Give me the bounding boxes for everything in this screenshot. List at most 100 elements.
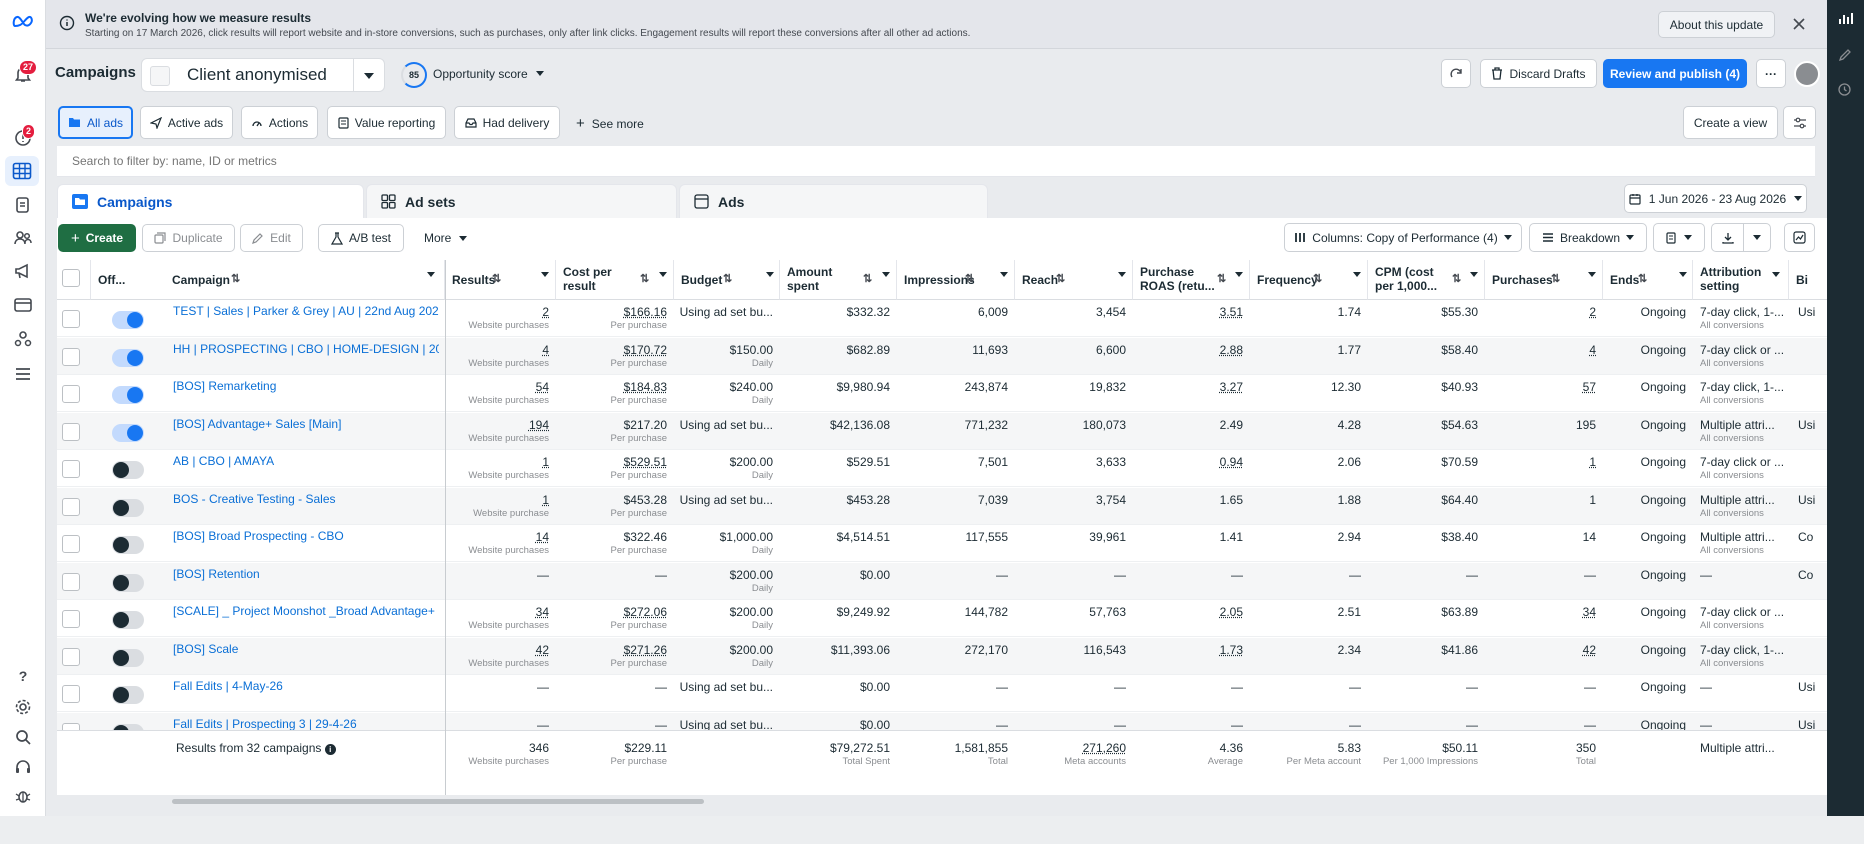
cell-cost-value[interactable]: $529.51: [623, 455, 667, 469]
sort-icon[interactable]: ⇅: [1452, 273, 1462, 285]
campaign-name-link[interactable]: [BOS] Scale: [173, 641, 239, 656]
table-row[interactable]: AB | CBO | AMAYA 1 Website purchases $529.5…: [57, 450, 1827, 487]
opportunity-score-label[interactable]: Opportunity score: [433, 67, 528, 81]
table-row[interactable]: TEST | Sales | Parker & Grey | AU | 22nd…: [57, 300, 1827, 337]
row-checkbox[interactable]: [62, 347, 80, 366]
help-question-icon[interactable]: ?: [18, 668, 28, 684]
column-header-attribution[interactable]: Attribution setting: [1693, 260, 1789, 300]
column-header-impressions[interactable]: Impressions ⇅: [897, 260, 1015, 300]
table-row[interactable]: [BOS] Scale 42 Website purchases $271.26 Per…: [57, 637, 1827, 675]
column-header-campaign[interactable]: Campaign ⇅: [165, 260, 445, 300]
sort-icon[interactable]: ⇅: [723, 273, 733, 285]
table-row[interactable]: HH | PROSPECTING | CBO | HOME-DESIGN | 2…: [57, 337, 1827, 375]
column-header-reach[interactable]: Reach ⇅: [1015, 260, 1133, 300]
campaign-name-link[interactable]: HH | PROSPECTING | CBO | HOME-DESIGN | 2…: [173, 341, 439, 356]
close-icon[interactable]: [1792, 17, 1806, 31]
breakdown-selector[interactable]: Breakdown: [1529, 223, 1647, 252]
campaign-name-link[interactable]: AB | CBO | AMAYA: [173, 454, 275, 468]
cell-cost-value[interactable]: $170.72: [623, 342, 667, 357]
campaign-name-link[interactable]: Fall Edits | Prospecting 3 | 29-4-26: [173, 716, 357, 731]
settings-gear-icon[interactable]: [13, 697, 33, 717]
row-checkbox[interactable]: [62, 685, 80, 703]
column-menu-icon[interactable]: [1470, 272, 1478, 277]
cell-cost-value[interactable]: $271.26: [623, 642, 667, 657]
column-header-budget[interactable]: Budget ⇅: [674, 260, 780, 300]
cell-purchases-value[interactable]: 4: [1589, 342, 1596, 357]
filter-actions[interactable]: Actions: [241, 106, 318, 139]
row-checkbox[interactable]: [62, 385, 80, 403]
row-checkbox[interactable]: [62, 572, 80, 591]
row-checkbox[interactable]: [62, 535, 80, 553]
sort-icon[interactable]: ⇅: [1217, 273, 1227, 285]
tab-ad-sets[interactable]: Ad sets: [366, 184, 677, 218]
more-options-button[interactable]: ···: [1756, 59, 1786, 88]
sort-icon[interactable]: ⇅: [965, 273, 975, 285]
campaign-name-link[interactable]: [BOS] Advantage+ Sales [Main]: [173, 416, 342, 431]
megaphone-icon[interactable]: [13, 261, 33, 281]
cell-results-value[interactable]: 1: [542, 492, 549, 507]
info-icon[interactable]: i: [324, 744, 336, 755]
cell-purchases-value[interactable]: 2: [1589, 305, 1596, 319]
cell-cost-value[interactable]: $166.16: [623, 305, 667, 319]
row-checkbox[interactable]: [62, 647, 80, 666]
cell-results-value[interactable]: 42: [535, 642, 549, 657]
cell-results-value[interactable]: 2: [542, 305, 549, 319]
column-menu-icon[interactable]: [427, 272, 435, 277]
see-more-filters[interactable]: + See more: [576, 115, 644, 132]
campaign-toggle[interactable]: [112, 536, 144, 554]
billing-card-icon[interactable]: [13, 295, 33, 315]
opportunity-chevron-icon[interactable]: [536, 71, 544, 76]
sort-icon[interactable]: ⇅: [492, 273, 502, 285]
table-row[interactable]: [SCALE] _ Project Moonshot _Broad Advant…: [57, 600, 1827, 637]
campaign-toggle[interactable]: [112, 686, 144, 704]
sort-icon[interactable]: ⇅: [1313, 273, 1323, 285]
table-row[interactable]: [BOS] Advantage+ Sales [Main] 194 Website …: [57, 412, 1827, 450]
search-icon[interactable]: [13, 727, 33, 747]
column-header-frequency[interactable]: Frequency ⇅: [1250, 260, 1368, 300]
meta-logo-icon[interactable]: [12, 14, 34, 34]
support-headset-icon[interactable]: [13, 757, 33, 777]
row-checkbox[interactable]: [62, 422, 80, 441]
reports-dropdown[interactable]: [1653, 223, 1705, 252]
export-options-dropdown[interactable]: [1743, 223, 1771, 252]
cell-results-value[interactable]: 194: [528, 417, 549, 432]
ads-manager-nav-active[interactable]: [5, 156, 39, 186]
cell-results-value[interactable]: 1: [542, 455, 549, 469]
export-button[interactable]: [1711, 223, 1744, 252]
cell-purchases-value[interactable]: 57: [1582, 380, 1596, 394]
charts-view-button[interactable]: [1784, 223, 1815, 252]
edit-button[interactable]: Edit: [240, 224, 303, 252]
campaign-toggle[interactable]: [112, 461, 144, 479]
cell-purchases-value[interactable]: 42: [1582, 642, 1596, 657]
table-row[interactable]: [BOS] Remarketing 54 Website purchases $184…: [57, 375, 1827, 412]
column-menu-icon[interactable]: [659, 272, 667, 277]
cell-roas-value[interactable]: 3.51: [1219, 305, 1243, 319]
column-header-results[interactable]: Results ⇅: [445, 260, 556, 300]
cell-cost-value[interactable]: $272.06: [623, 605, 667, 619]
cell-results-value[interactable]: 4: [542, 342, 549, 357]
column-menu-icon[interactable]: [1118, 272, 1126, 277]
row-checkbox[interactable]: [62, 610, 80, 628]
about-update-button[interactable]: About this update: [1658, 11, 1775, 38]
table-row[interactable]: BOS - Creative Testing - Sales 1 Website p…: [57, 487, 1827, 525]
campaign-name-link[interactable]: [SCALE] _ Project Moonshot _Broad Advant…: [173, 604, 435, 618]
campaign-toggle[interactable]: [112, 573, 144, 592]
sort-icon[interactable]: ⇅: [1056, 273, 1066, 285]
create-button[interactable]: + Create: [58, 224, 136, 252]
column-menu-icon[interactable]: [1000, 272, 1008, 277]
documents-icon[interactable]: [13, 195, 33, 215]
more-actions-dropdown[interactable]: More: [424, 231, 468, 245]
campaign-toggle[interactable]: [112, 498, 144, 517]
cell-results-value[interactable]: 54: [535, 380, 549, 394]
table-row[interactable]: Fall Edits | 4-May-26 — — Using ad set bu..…: [57, 675, 1827, 712]
column-header-ends[interactable]: Ends ⇅: [1603, 260, 1693, 300]
tab-campaigns[interactable]: Campaigns: [57, 184, 364, 218]
select-all-checkbox[interactable]: [62, 269, 80, 287]
campaign-name-link[interactable]: TEST | Sales | Parker & Grey | AU | 22nd…: [173, 304, 439, 318]
column-header-bid[interactable]: Bi: [1789, 260, 1827, 300]
column-header-cpm[interactable]: CPM (cost per 1,000... ⇅: [1368, 260, 1485, 300]
filter-value-reporting[interactable]: Value reporting: [327, 106, 446, 139]
cell-roas-value[interactable]: 0.94: [1219, 455, 1243, 469]
column-menu-icon[interactable]: [1772, 272, 1780, 277]
campaign-toggle[interactable]: [112, 648, 144, 667]
